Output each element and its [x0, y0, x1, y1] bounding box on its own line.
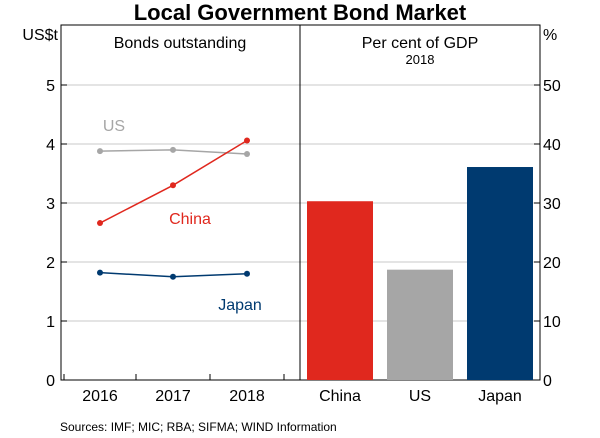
right-unit-label: % [543, 27, 557, 44]
right-panel-title: Per cent of GDP [362, 35, 479, 52]
data-point-us [97, 148, 103, 155]
sources-note: Sources: IMF; MIC; RBA; SIFMA; WIND Info… [60, 420, 337, 434]
right-y-tick-label: 50 [543, 78, 561, 95]
bar-category-label: US [409, 388, 431, 405]
series-label-japan: Japan [218, 297, 262, 314]
series-label-china: China [169, 211, 211, 228]
chart-title: Local Government Bond Market [134, 0, 467, 25]
left-y-tick-label: 4 [46, 137, 55, 154]
bar-us [387, 269, 453, 380]
bar-category-label: Japan [478, 388, 522, 405]
right-y-tick-label: 20 [543, 255, 561, 272]
left-x-tick-label: 2018 [229, 388, 265, 405]
data-point-japan [170, 273, 176, 280]
data-point-us [244, 151, 250, 158]
left-y-tick-label: 3 [46, 196, 55, 213]
series-label-us: US [103, 118, 125, 135]
right-y-tick-label: 0 [543, 373, 552, 390]
left-y-tick-label: 5 [46, 78, 55, 95]
bar-china [307, 201, 373, 380]
data-point-japan [244, 270, 250, 277]
data-point-us [170, 146, 176, 153]
left-y-tick-label: 0 [46, 373, 55, 390]
right-y-tick-label: 10 [543, 314, 561, 331]
right-y-tick-label: 40 [543, 137, 561, 154]
line-series: US China Japan [97, 118, 262, 314]
left-x-tick-label: 2016 [82, 388, 118, 405]
left-panel-title: Bonds outstanding [114, 35, 247, 52]
axis-ticks [61, 84, 540, 381]
left-x-tick-label: 2017 [155, 388, 191, 405]
data-point-japan [97, 269, 103, 276]
data-point-china [97, 220, 103, 227]
data-point-china [170, 182, 176, 189]
left-unit-label: US$t [22, 27, 58, 44]
right-y-tick-label: 30 [543, 196, 561, 213]
bar-category-label: China [319, 388, 361, 405]
data-point-china [244, 137, 250, 144]
left-y-tick-label: 1 [46, 314, 55, 331]
bar-japan [467, 167, 533, 380]
bar-series [307, 167, 533, 380]
right-panel-subtitle: 2018 [406, 52, 435, 67]
left-y-tick-label: 2 [46, 255, 55, 272]
